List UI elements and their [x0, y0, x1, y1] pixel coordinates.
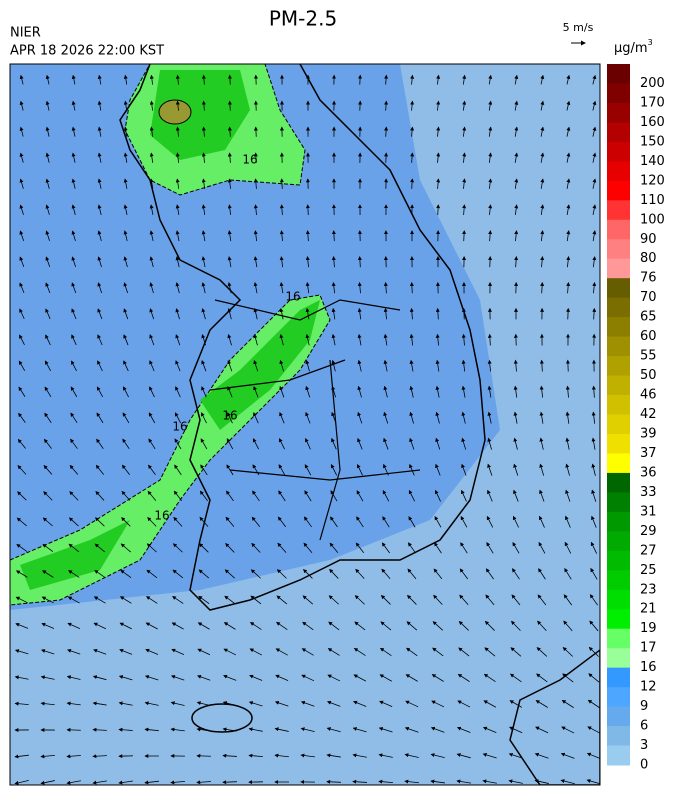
agency: NIER: [10, 26, 41, 41]
colorbar-label: 110: [640, 193, 665, 208]
colorbar-segment: [607, 337, 630, 357]
colorbar-segment: [607, 531, 630, 551]
colorbar-segment: [607, 473, 630, 493]
colorbar-segment: [607, 551, 630, 571]
wind-arrow: [464, 231, 465, 241]
wind-arrow: [230, 75, 231, 84]
colorbar-label: 21: [640, 602, 657, 617]
colorbar-segment: [607, 609, 630, 629]
colorbar-segment: [607, 317, 630, 337]
colorbar-segment: [607, 434, 630, 454]
colorbar-segment: [607, 668, 630, 688]
colorbar-label: 55: [640, 349, 657, 364]
colorbar-label: 25: [640, 563, 657, 578]
map: 16 16 16 16 16: [10, 64, 601, 785]
colorbar-segment: [607, 376, 630, 396]
colorbar-segment: [607, 590, 630, 610]
colorbar-label: 27: [640, 543, 657, 558]
colorbar-label: 6: [640, 719, 648, 734]
colorbar-segment: [607, 356, 630, 376]
colorbar-segment: [607, 278, 630, 298]
wind-arrow: [438, 205, 439, 215]
colorbar-unit: μg/m3: [614, 38, 653, 56]
colorbar-label: 33: [640, 485, 657, 500]
colorbar-segment: [607, 570, 630, 590]
contour-label: 16: [285, 290, 300, 304]
colorbar-label: 50: [640, 368, 657, 383]
wind-arrow: [412, 283, 413, 294]
colorbar-label: 76: [640, 271, 657, 286]
colorbar-label: 150: [640, 134, 665, 149]
colorbar-segment: [607, 200, 630, 220]
colorbar-label: 31: [640, 504, 657, 519]
colorbar: 2001701601501401201101009080767065605550…: [607, 64, 665, 773]
colorbar-label: 12: [640, 680, 657, 695]
contour-label: 16: [242, 153, 257, 167]
colorbar-label: 170: [640, 95, 665, 110]
colorbar-label: 9: [640, 699, 648, 714]
colorbar-label: 29: [640, 524, 657, 539]
colorbar-segment: [607, 707, 630, 727]
colorbar-label: 23: [640, 582, 657, 597]
peak-area: [159, 100, 191, 124]
colorbar-label: 120: [640, 173, 665, 188]
colorbar-label: 60: [640, 329, 657, 344]
colorbar-segment: [607, 122, 630, 142]
colorbar-segment: [607, 512, 630, 532]
contour-label: 16: [172, 420, 187, 434]
colorbar-segment: [607, 395, 630, 415]
wind-arrow: [412, 179, 413, 189]
colorbar-label: 36: [640, 465, 657, 480]
colorbar-segment: [607, 64, 630, 84]
colorbar-label: 100: [640, 212, 665, 227]
colorbar-label: 17: [640, 641, 657, 656]
colorbar-segment: [607, 492, 630, 512]
colorbar-segment: [607, 239, 630, 259]
colorbar-segment: [607, 181, 630, 201]
colorbar-segment: [607, 453, 630, 473]
colorbar-segment: [607, 161, 630, 181]
colorbar-segment: [607, 687, 630, 707]
colorbar-label: 0: [640, 758, 648, 773]
colorbar-label: 16: [640, 660, 657, 675]
colorbar-label: 37: [640, 446, 657, 461]
wind-arrow: [197, 756, 211, 757]
colorbar-segment: [607, 142, 630, 162]
colorbar-label: 70: [640, 290, 657, 305]
colorbar-label: 39: [640, 426, 657, 441]
contour-label: 16: [154, 509, 169, 523]
title: PM-2.5: [269, 7, 337, 31]
colorbar-label: 140: [640, 154, 665, 169]
wind-key-label: 5 m/s: [563, 21, 594, 34]
colorbar-label: 200: [640, 76, 665, 91]
colorbar-segment: [607, 726, 630, 746]
colorbar-segment: [607, 746, 630, 766]
colorbar-segment: [607, 220, 630, 240]
colorbar-label: 42: [640, 407, 657, 422]
datetime: APR 18 2026 22:00 KST: [10, 44, 164, 59]
colorbar-label: 160: [640, 115, 665, 130]
colorbar-label: 80: [640, 251, 657, 266]
colorbar-segment: [607, 103, 630, 123]
colorbar-label: 19: [640, 621, 657, 636]
colorbar-segment: [607, 648, 630, 668]
contour-label: 16: [222, 409, 237, 423]
colorbar-label: 46: [640, 388, 657, 403]
colorbar-segment: [607, 415, 630, 435]
colorbar-segment: [607, 629, 630, 649]
colorbar-label: 90: [640, 232, 657, 247]
colorbar-segment: [607, 83, 630, 103]
colorbar-label: 65: [640, 310, 657, 325]
colorbar-segment: [607, 259, 630, 279]
colorbar-label: 3: [640, 738, 648, 753]
colorbar-segment: [607, 298, 630, 318]
